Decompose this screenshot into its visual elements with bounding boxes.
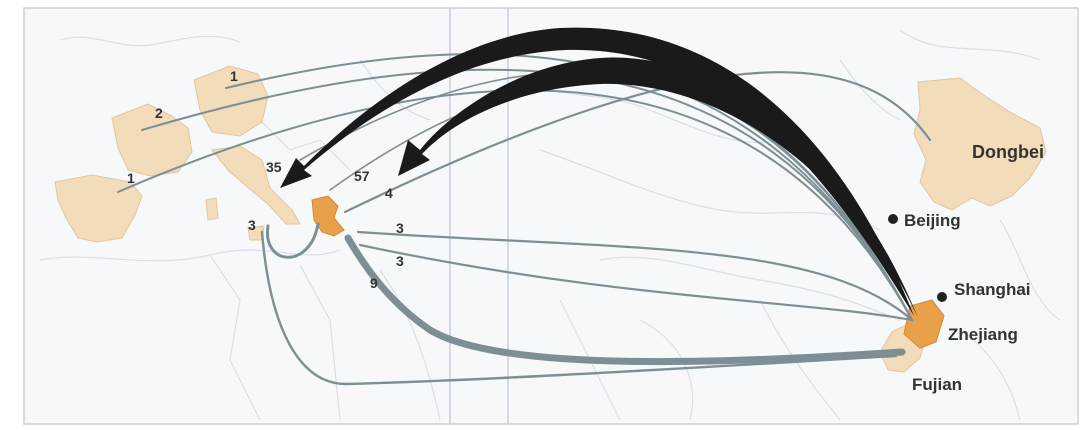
label-zhejiang: Zhejiang — [948, 325, 1018, 344]
region-sardinia — [206, 198, 218, 220]
label-beijing: Beijing — [904, 211, 961, 230]
label-dongbei: Dongbei — [972, 142, 1044, 162]
flow-value-germany: 1 — [230, 68, 238, 84]
flow-value-spain: 1 — [127, 170, 135, 186]
label-fujian: Fujian — [912, 375, 962, 394]
flow-value-italy-south: 3 — [248, 217, 256, 233]
flow-value-to-italy: 35 — [266, 159, 282, 175]
flow-value-france: 2 — [155, 105, 163, 121]
flow-value-east-med-a: 3 — [396, 220, 404, 236]
flow-value-greece-4: 4 — [385, 185, 393, 201]
beijing-marker — [888, 214, 898, 224]
shanghai-marker — [937, 292, 947, 302]
flow-value-to-greece: 57 — [354, 168, 370, 184]
flow-value-east-med-b: 3 — [396, 253, 404, 269]
label-shanghai: Shanghai — [954, 280, 1031, 299]
flow-value-north-africa: 9 — [370, 275, 378, 291]
